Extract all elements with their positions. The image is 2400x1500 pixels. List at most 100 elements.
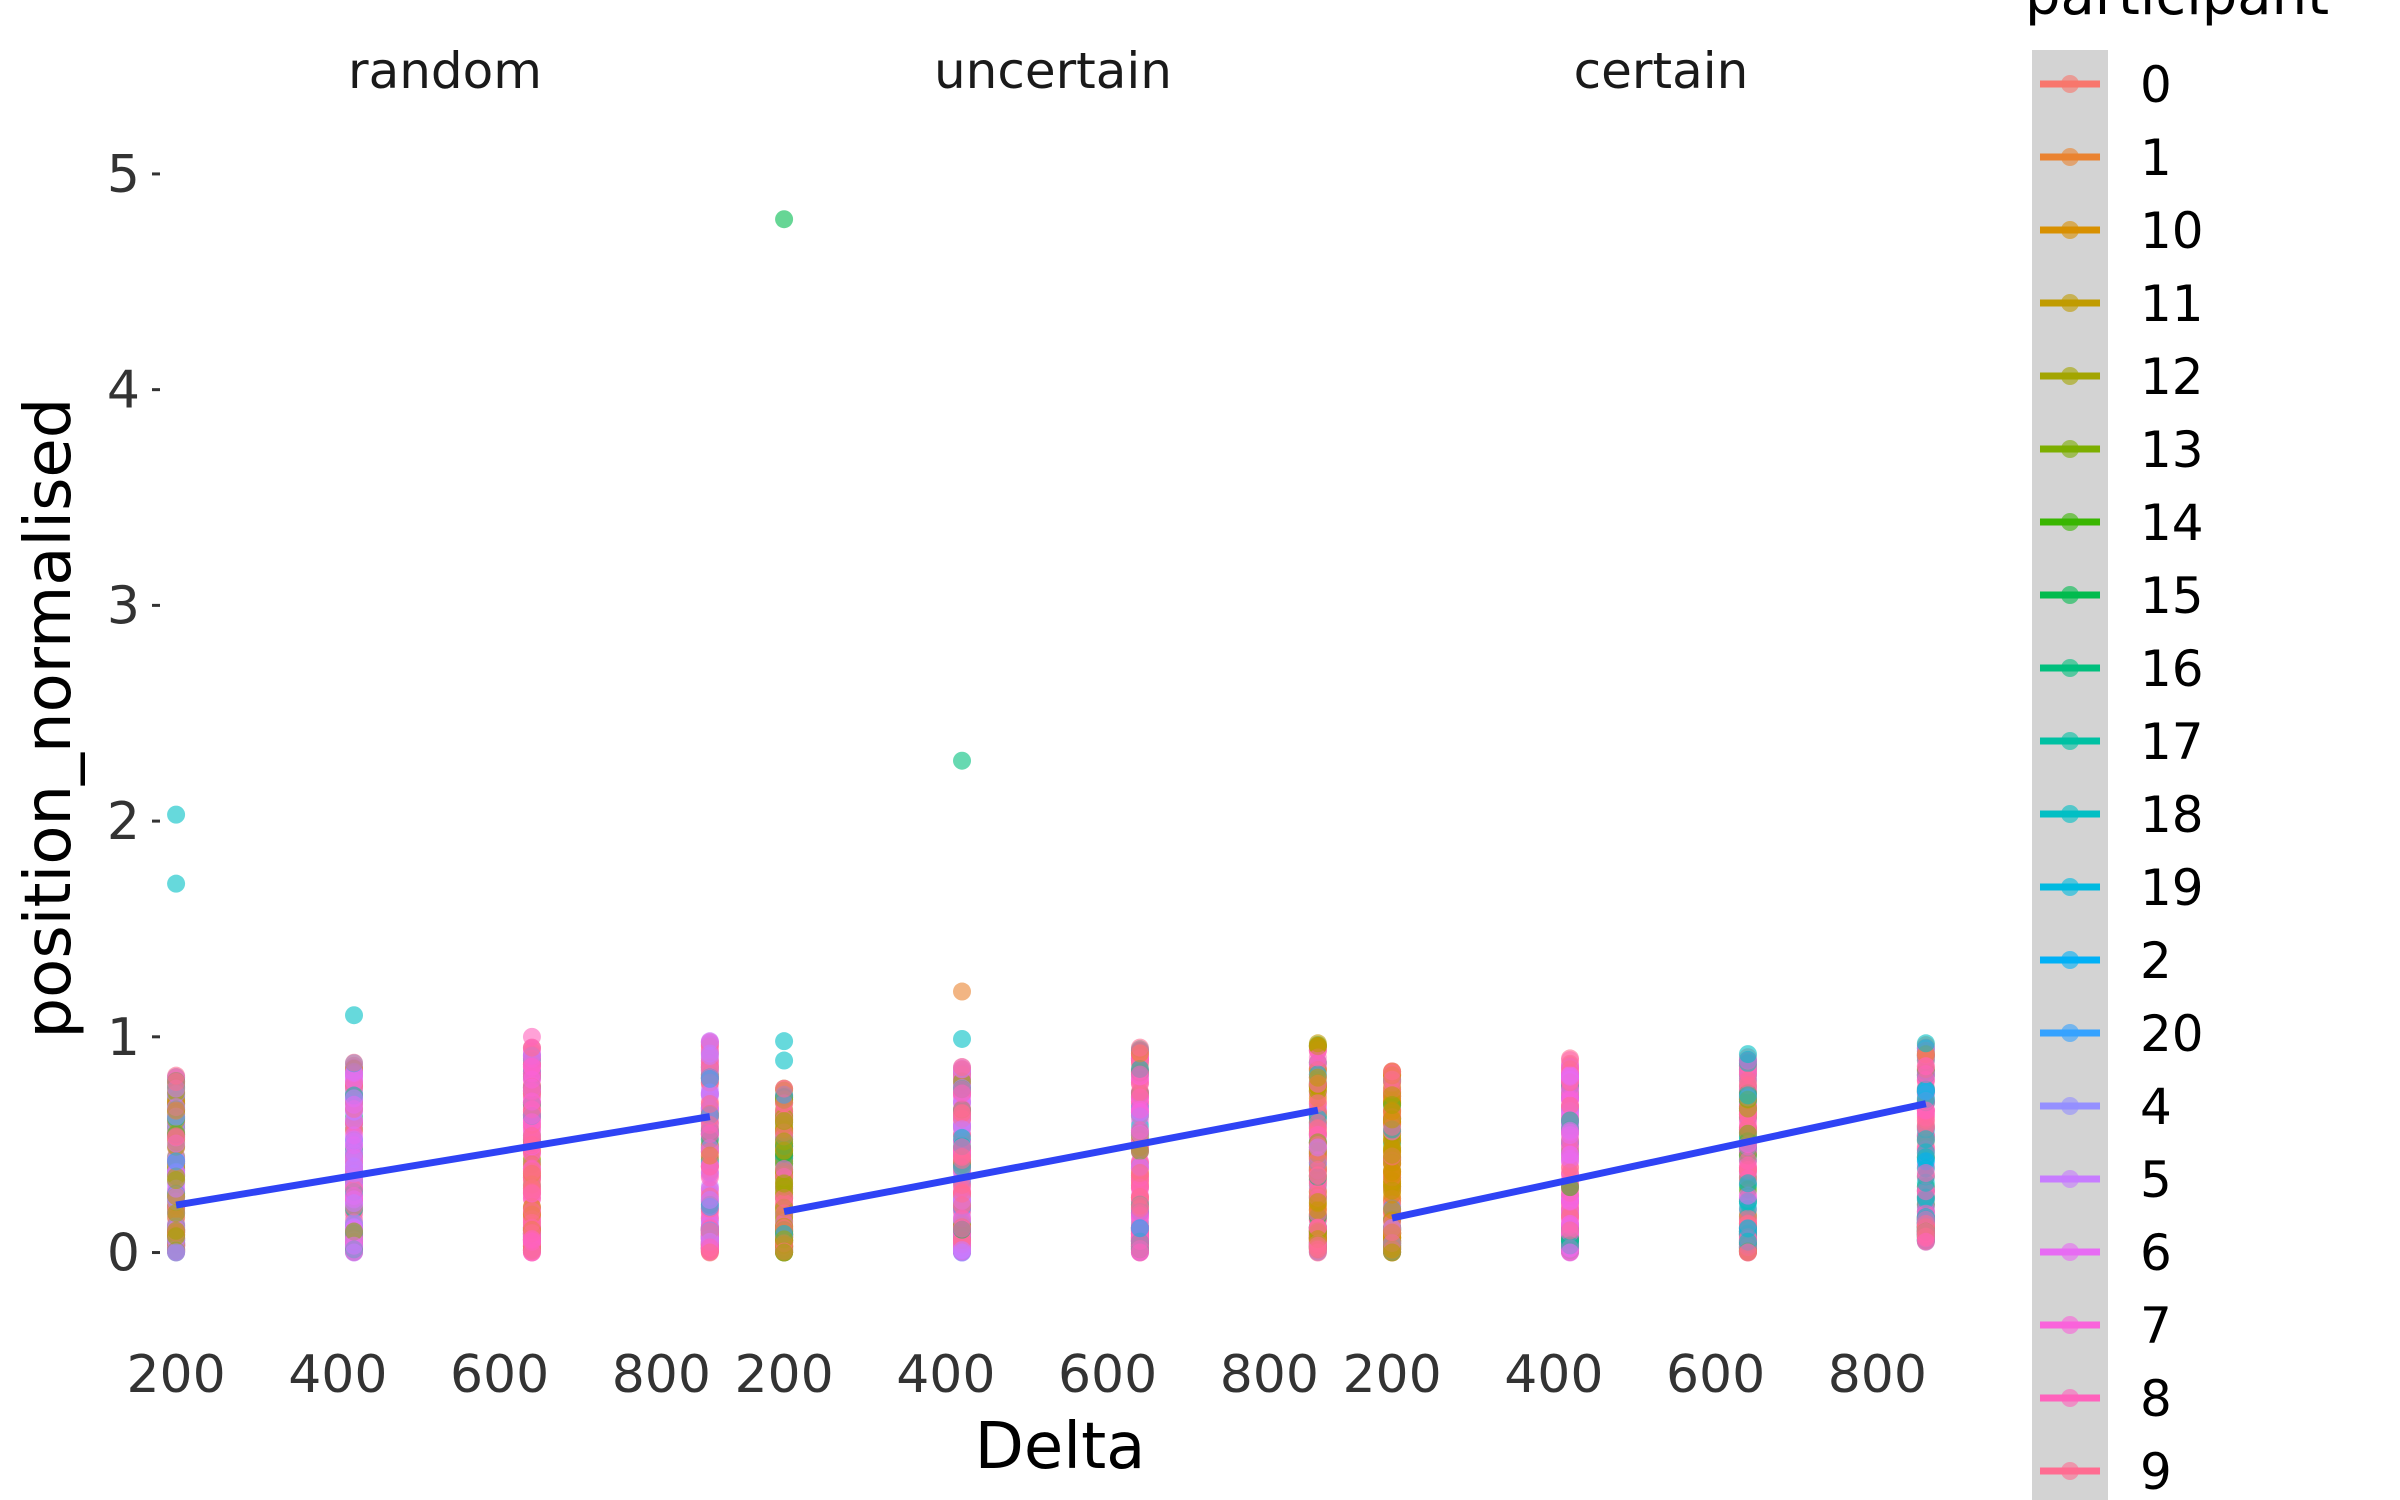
legend-item: 19 — [2040, 859, 2204, 917]
legend-item: 20 — [2040, 1005, 2204, 1063]
legend: participant 0 1 10 11 12 13 14 15 16 17 18 19 2 20 4 5 6… — [2025, 0, 2329, 1500]
x-tick-label: 600 — [450, 1345, 549, 1405]
legend-key-point — [2061, 75, 2079, 93]
legend-label: 20 — [2140, 1005, 2204, 1063]
data-point — [1308, 1243, 1327, 1262]
data-point — [775, 1132, 794, 1151]
legend-key-point — [2061, 659, 2079, 677]
data-point — [1130, 1083, 1149, 1102]
data-point — [345, 1100, 364, 1119]
legend-key-point — [2061, 1243, 2079, 1261]
data-point — [1916, 1034, 1935, 1053]
data-point — [1561, 1221, 1580, 1240]
data-point — [167, 1152, 186, 1171]
legend-label: 18 — [2140, 786, 2204, 844]
data-point — [775, 1243, 794, 1262]
data-point — [1916, 1164, 1935, 1183]
data-point — [345, 1136, 364, 1155]
x-tick-label: 600 — [1666, 1345, 1765, 1405]
x-tick-label: 800 — [612, 1345, 711, 1405]
data-point — [167, 1171, 186, 1190]
data-point — [1308, 1048, 1327, 1067]
x-axis-title: Delta — [975, 1410, 1146, 1484]
data-point — [345, 1243, 364, 1262]
outlier-point — [775, 1051, 794, 1070]
data-point — [522, 1230, 541, 1249]
facet-uncertain: uncertain 200 400 600 800 — [734, 42, 1327, 1405]
legend-key-point — [2061, 878, 2079, 896]
outlier-point — [345, 1006, 364, 1025]
x-tick-label: 200 — [1342, 1345, 1441, 1405]
data-point — [1130, 1038, 1149, 1057]
data-point — [953, 1084, 972, 1103]
x-tick-label: 200 — [126, 1345, 225, 1405]
data-point — [1308, 1034, 1327, 1053]
data-point — [775, 1112, 794, 1131]
y-tick-label: 0 — [107, 1224, 140, 1284]
legend-key-point — [2061, 586, 2079, 604]
data-point — [1308, 1138, 1327, 1157]
x-tick-label: 400 — [288, 1345, 387, 1405]
data-point — [522, 1183, 541, 1202]
y-tick-label: 1 — [107, 1008, 140, 1068]
x-tick-label: 200 — [734, 1345, 833, 1405]
data-point — [700, 1243, 719, 1262]
x-tick-label: 400 — [896, 1345, 995, 1405]
legend-key-point — [2061, 1024, 2079, 1042]
data-point — [522, 1057, 541, 1076]
facet-title: random — [348, 42, 542, 100]
legend-label: 11 — [2140, 275, 2204, 333]
y-axis-title: position_normalised — [12, 398, 86, 1039]
legend-key-point — [2061, 148, 2079, 166]
data-point — [522, 1078, 541, 1097]
legend-key-point — [2061, 951, 2079, 969]
legend-item: 6 — [2040, 1224, 2172, 1282]
facet-certain: certain 200 400 600 800 — [1342, 42, 1935, 1405]
data-point — [1308, 1193, 1327, 1212]
data-point — [1738, 1219, 1757, 1238]
data-point — [1383, 1181, 1402, 1200]
legend-key-point — [2061, 805, 2079, 823]
data-point — [1561, 1067, 1580, 1086]
legend-item: 2 — [2040, 932, 2172, 990]
outlier-point — [953, 1029, 972, 1048]
trend-line — [1391, 1100, 1927, 1222]
data-point — [522, 1243, 541, 1262]
data-point — [700, 1190, 719, 1209]
legend-item: 10 — [2040, 202, 2204, 260]
data-point — [1130, 1124, 1149, 1143]
legend-label: 13 — [2140, 421, 2204, 479]
data-point — [1383, 1062, 1402, 1081]
data-point — [1738, 1174, 1757, 1193]
data-point — [1561, 1126, 1580, 1145]
legend-key-point — [2061, 1097, 2079, 1115]
data-point — [700, 1146, 719, 1165]
data-point — [1383, 1086, 1402, 1105]
y-tick-label: 3 — [107, 576, 140, 636]
legend-label: 7 — [2140, 1297, 2172, 1355]
data-point — [1916, 1130, 1935, 1149]
data-point — [1130, 1100, 1149, 1119]
data-point — [1308, 1151, 1327, 1170]
data-point — [953, 1147, 972, 1166]
data-point — [1916, 1082, 1935, 1101]
data-point — [700, 1044, 719, 1063]
facet-title: certain — [1574, 42, 1749, 100]
data-point — [1738, 1186, 1757, 1205]
legend-key-background — [2032, 50, 2108, 1500]
data-point — [1130, 1163, 1149, 1182]
data-point — [345, 1222, 364, 1241]
data-point — [700, 1032, 719, 1051]
legend-item: 7 — [2040, 1297, 2172, 1355]
data-point — [953, 1058, 972, 1077]
x-tick-label: 800 — [1828, 1345, 1927, 1405]
legend-label: 17 — [2140, 713, 2204, 771]
legend-label: 4 — [2140, 1078, 2172, 1136]
legend-key-point — [2061, 1462, 2079, 1480]
outlier-point — [775, 1032, 794, 1051]
data-point — [1130, 1199, 1149, 1218]
legend-item: 4 — [2040, 1078, 2172, 1136]
data-point — [1738, 1152, 1757, 1171]
legend-title: participant — [2025, 0, 2329, 28]
data-point — [1561, 1243, 1580, 1262]
